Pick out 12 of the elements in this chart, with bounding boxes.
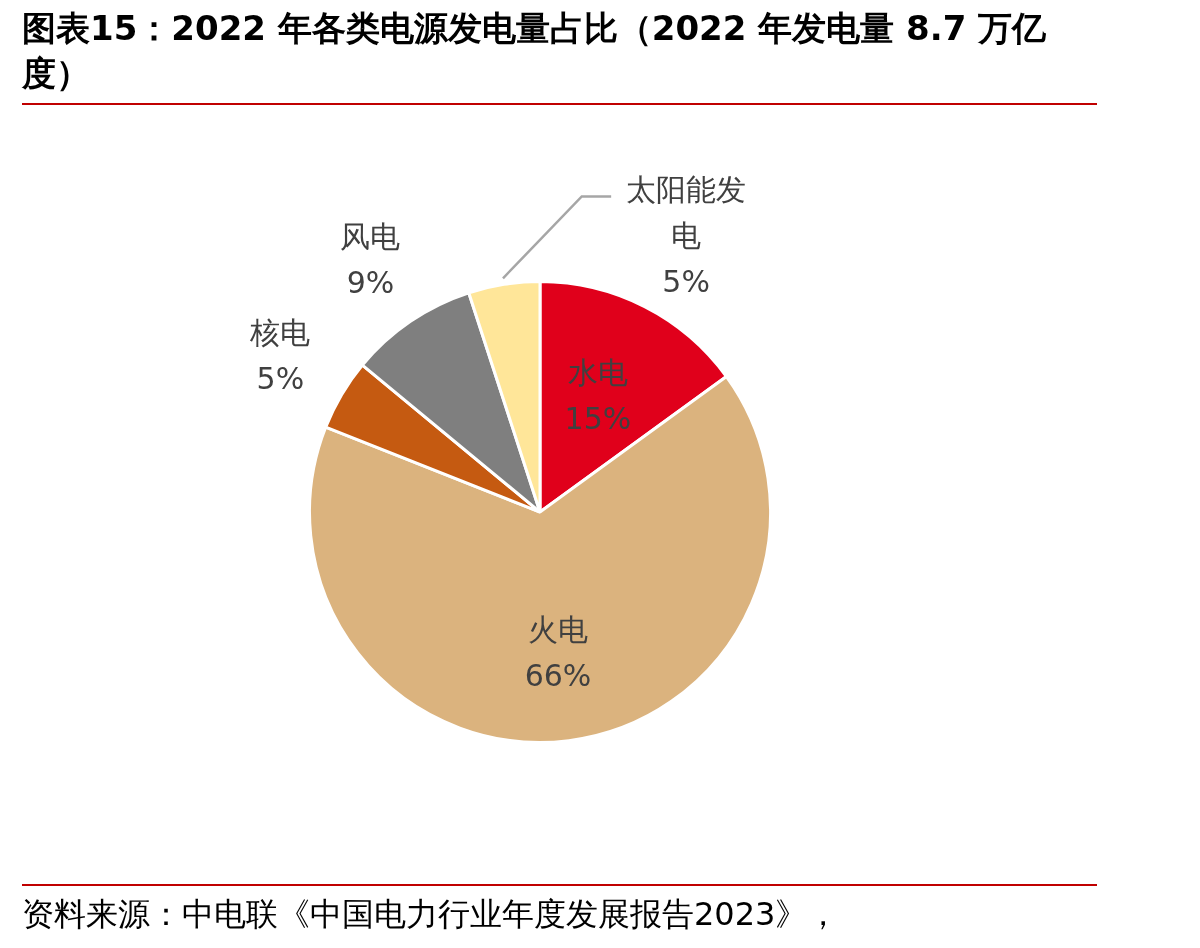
- text: 资料来源：中电联《中国电力行业年度发展报告2023》，: [22, 894, 840, 935]
- slice-label: 太阳能发电: [626, 172, 747, 254]
- data-label: 5%: [256, 361, 305, 397]
- data-label: 66%: [524, 657, 592, 693]
- slice-label: 核电: [249, 315, 311, 351]
- data-label: 15%: [564, 401, 632, 437]
- chart-title: 图表15：2022 年各类电源发电量占比（2022 年发电量 8.7 万亿度）: [22, 7, 1048, 95]
- slice-label: 火电: [528, 611, 589, 647]
- slice-label: 风电: [340, 219, 401, 255]
- data-label: 9%: [346, 265, 395, 301]
- data-label: 5%: [662, 264, 710, 300]
- slice-label: 水电: [567, 355, 628, 391]
